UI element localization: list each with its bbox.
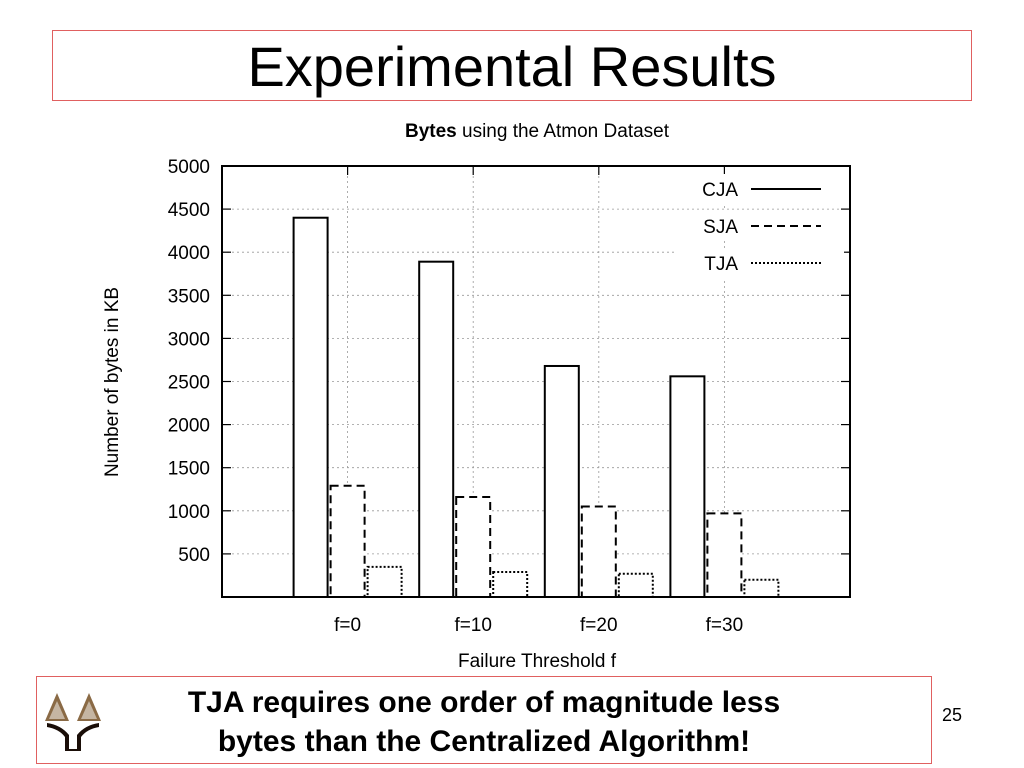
caption-box: TJA requires one order of magnitude less… <box>36 676 932 764</box>
bar-tja <box>617 572 654 599</box>
y-axis-label: Number of bytes in KB <box>102 287 123 477</box>
y-tick-label: 2500 <box>168 373 210 394</box>
y-tick-label: 1500 <box>168 459 210 480</box>
x-tick-label: f=10 <box>454 615 492 636</box>
bar-sja <box>329 484 366 598</box>
x-tick-label: f=20 <box>580 615 618 636</box>
caption-line-1: TJA requires one order of magnitude less <box>187 686 781 719</box>
bar-sja <box>706 512 743 598</box>
legend-label: CJA <box>702 180 738 201</box>
x-tick-label: f=0 <box>334 615 361 636</box>
bar-tja <box>492 571 529 599</box>
legend-label: SJA <box>703 217 738 238</box>
bar-cja <box>543 364 580 598</box>
y-tick-label: 500 <box>178 545 210 566</box>
bar-sja <box>580 505 617 598</box>
y-tick-label: 4000 <box>168 243 210 264</box>
bar-cja <box>418 260 455 598</box>
slide-title: Experimental Results <box>247 35 777 98</box>
title-box: Experimental Results <box>52 30 972 101</box>
caption-line-2: bytes than the Centralized Algorithm! <box>217 725 751 758</box>
y-tick-label: 5000 <box>168 157 210 178</box>
y-tick-label: 3500 <box>168 286 210 307</box>
bar-tja <box>366 565 403 598</box>
bar-chart: Bytes using the Atmon Dataset 500 1000 1500… <box>102 121 851 670</box>
university-logo-icon <box>41 687 105 753</box>
x-tick-label: f=30 <box>706 615 744 636</box>
bar-tja <box>743 578 780 599</box>
bar-cja <box>292 216 329 598</box>
x-axis-label: Failure Threshold f <box>458 651 617 670</box>
y-tick-label: 4500 <box>168 200 210 221</box>
y-tick-label: 1000 <box>168 502 210 523</box>
plot-frame <box>221 165 851 598</box>
slide-number: 25 <box>942 705 963 725</box>
y-tick-label: 3000 <box>168 329 210 350</box>
chart-title: Bytes using the Atmon Dataset <box>405 121 670 142</box>
y-tick-label: 2000 <box>168 416 210 437</box>
bar-cja <box>669 375 706 598</box>
legend-label: TJA <box>704 254 738 275</box>
bar-sja <box>455 496 492 598</box>
caption: TJA requires one order of magnitude less… <box>133 683 835 761</box>
